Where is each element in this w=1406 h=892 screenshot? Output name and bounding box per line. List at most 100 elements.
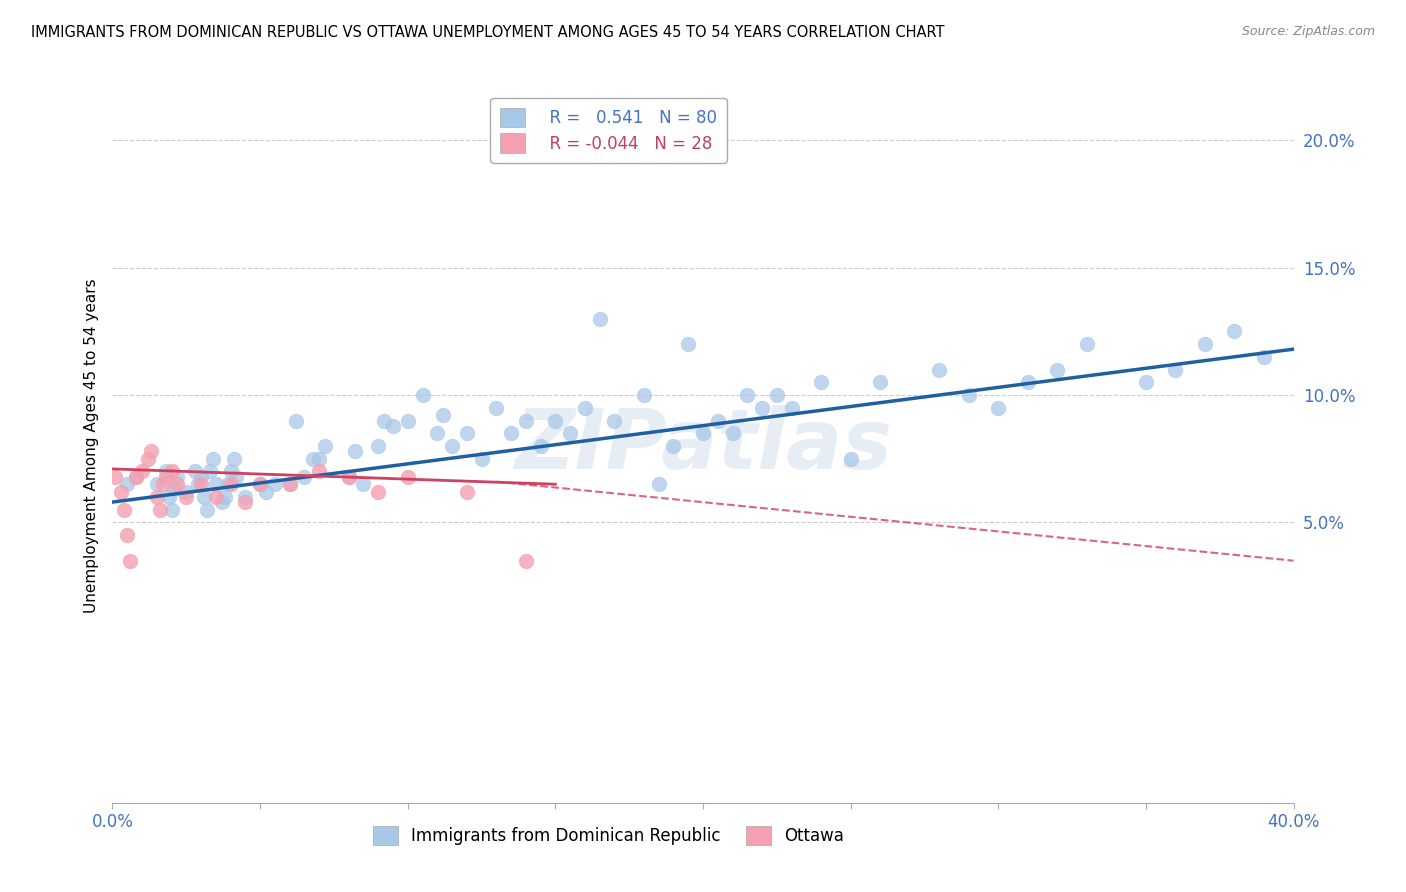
Point xyxy=(146,490,169,504)
Point xyxy=(155,469,177,483)
Point xyxy=(166,477,188,491)
Point xyxy=(839,451,862,466)
Point xyxy=(117,528,138,542)
Point xyxy=(131,465,153,479)
Point xyxy=(1017,376,1039,390)
Point xyxy=(1223,324,1246,338)
Point xyxy=(110,484,132,499)
Point xyxy=(190,469,212,483)
Text: IMMIGRANTS FROM DOMINICAN REPUBLIC VS OTTAWA UNEMPLOYMENT AMONG AGES 45 TO 54 YE: IMMIGRANTS FROM DOMINICAN REPUBLIC VS OT… xyxy=(31,25,945,40)
Point xyxy=(155,465,177,479)
Point xyxy=(485,401,508,415)
Point xyxy=(219,477,242,491)
Point xyxy=(190,477,212,491)
Point xyxy=(284,413,307,427)
Text: ZIPatlas: ZIPatlas xyxy=(515,406,891,486)
Point xyxy=(737,388,759,402)
Point xyxy=(367,484,389,499)
Point xyxy=(529,439,551,453)
Point xyxy=(149,502,172,516)
Legend: Immigrants from Dominican Republic, Ottawa: Immigrants from Dominican Republic, Otta… xyxy=(367,819,851,852)
Point xyxy=(780,401,803,415)
Point xyxy=(501,426,523,441)
Point xyxy=(678,337,700,351)
Point xyxy=(574,401,596,415)
Point xyxy=(219,465,242,479)
Point xyxy=(515,413,537,427)
Point xyxy=(225,469,247,483)
Point xyxy=(1046,362,1069,376)
Point xyxy=(337,469,360,483)
Point xyxy=(987,401,1010,415)
Point xyxy=(343,444,366,458)
Point xyxy=(205,490,228,504)
Point xyxy=(160,465,183,479)
Point xyxy=(211,495,233,509)
Point xyxy=(217,477,239,491)
Point xyxy=(222,451,245,466)
Point xyxy=(1164,362,1187,376)
Point xyxy=(426,426,449,441)
Point xyxy=(603,413,626,427)
Point xyxy=(314,439,336,453)
Point xyxy=(146,477,169,491)
Point xyxy=(1253,350,1275,364)
Point xyxy=(125,469,148,483)
Point xyxy=(152,477,174,491)
Point xyxy=(432,409,454,423)
Point xyxy=(1194,337,1216,351)
Point xyxy=(302,451,325,466)
Point xyxy=(278,477,301,491)
Point xyxy=(205,477,228,491)
Point xyxy=(337,469,360,483)
Point xyxy=(187,477,209,491)
Point xyxy=(928,362,950,376)
Point xyxy=(214,490,236,504)
Point xyxy=(588,311,610,326)
Point xyxy=(367,439,389,453)
Point xyxy=(706,413,728,427)
Point xyxy=(198,465,221,479)
Point xyxy=(869,376,891,390)
Point xyxy=(136,451,159,466)
Point xyxy=(662,439,685,453)
Point xyxy=(456,484,478,499)
Point xyxy=(104,469,127,483)
Point xyxy=(558,426,582,441)
Point xyxy=(396,413,419,427)
Point xyxy=(163,483,186,497)
Text: Source: ZipAtlas.com: Source: ZipAtlas.com xyxy=(1241,25,1375,38)
Point xyxy=(184,465,207,479)
Point xyxy=(957,388,980,402)
Point xyxy=(515,554,537,568)
Point xyxy=(308,451,330,466)
Point xyxy=(254,484,277,499)
Point xyxy=(233,495,256,509)
Point xyxy=(174,484,197,499)
Point xyxy=(308,465,330,479)
Point xyxy=(692,426,714,441)
Point xyxy=(278,477,301,491)
Point xyxy=(352,477,374,491)
Point xyxy=(721,426,744,441)
Point xyxy=(264,477,287,491)
Point xyxy=(456,426,478,441)
Point xyxy=(766,388,789,402)
Point xyxy=(249,477,271,491)
Point xyxy=(647,477,671,491)
Point xyxy=(373,413,395,427)
Point xyxy=(396,469,419,483)
Point xyxy=(193,490,215,504)
Point xyxy=(751,401,773,415)
Point xyxy=(441,439,464,453)
Point xyxy=(233,490,256,504)
Point xyxy=(249,477,271,491)
Point xyxy=(112,502,135,516)
Point xyxy=(117,477,138,491)
Point xyxy=(195,502,218,516)
Point xyxy=(1135,376,1157,390)
Point xyxy=(160,502,183,516)
Point xyxy=(382,418,405,433)
Point xyxy=(120,554,142,568)
Point xyxy=(166,469,188,483)
